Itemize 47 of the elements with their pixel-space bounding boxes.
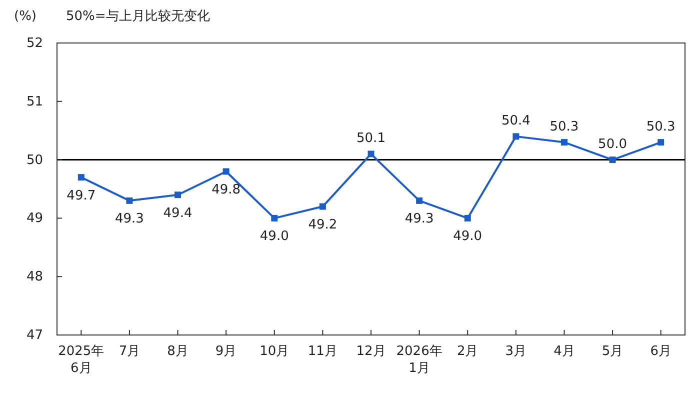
y-tick-label: 48 [26,270,43,285]
x-tick-label: 6月 [650,344,672,359]
y-tick-label: 49 [26,211,43,226]
x-tick-label: 12月 [356,344,386,359]
point [609,156,616,164]
point [560,139,568,146]
y-tick-label: 51 [26,94,43,110]
point [416,197,423,204]
data-label: 50.3 [550,119,579,134]
point [658,139,664,146]
point [368,150,374,158]
x-tick-label: 10月 [260,344,290,359]
point [126,197,133,204]
y-tick-label: 50 [26,152,43,168]
point [174,192,182,198]
x-tick-label: 11月 [308,344,338,359]
x-tick-label: 5月 [602,344,624,359]
x-tick-label: 3月 [505,344,527,359]
x-tick-label: 2月 [456,344,478,359]
point [78,174,84,181]
point [271,214,278,222]
data-label: 50.4 [501,113,530,128]
data-label: 49.8 [212,182,241,198]
data-label: 49.0 [453,229,482,244]
data-label: 49.3 [114,212,144,227]
text: 50%=与上月比较无变化 [66,9,210,24]
data-label: 50.1 [356,130,386,146]
point [464,214,471,222]
x-tick-label: 2025年 6月 [58,344,104,376]
data-label: 49.2 [308,218,338,233]
point [222,168,230,175]
x-tick-label: 8月 [167,344,188,359]
data-label: 49.3 [404,212,434,227]
data-label: 50.0 [598,136,628,152]
x-tick-label: 7月 [118,344,140,359]
point [319,203,326,210]
data-label: 50.3 [646,119,676,134]
x-tick-label: 2026年 1月 [396,344,442,376]
y-tick-label: 52 [26,36,43,51]
data-label: 49.0 [260,229,289,244]
x-tick-label: 9月 [215,344,237,359]
point [512,133,520,140]
data-label: 49.4 [163,206,192,221]
y-tick-label: 47 [26,328,43,343]
data-label: 49.7 [66,188,96,204]
x-tick-label: 4月 [554,344,575,359]
y-axis-title: (%) [14,9,36,24]
